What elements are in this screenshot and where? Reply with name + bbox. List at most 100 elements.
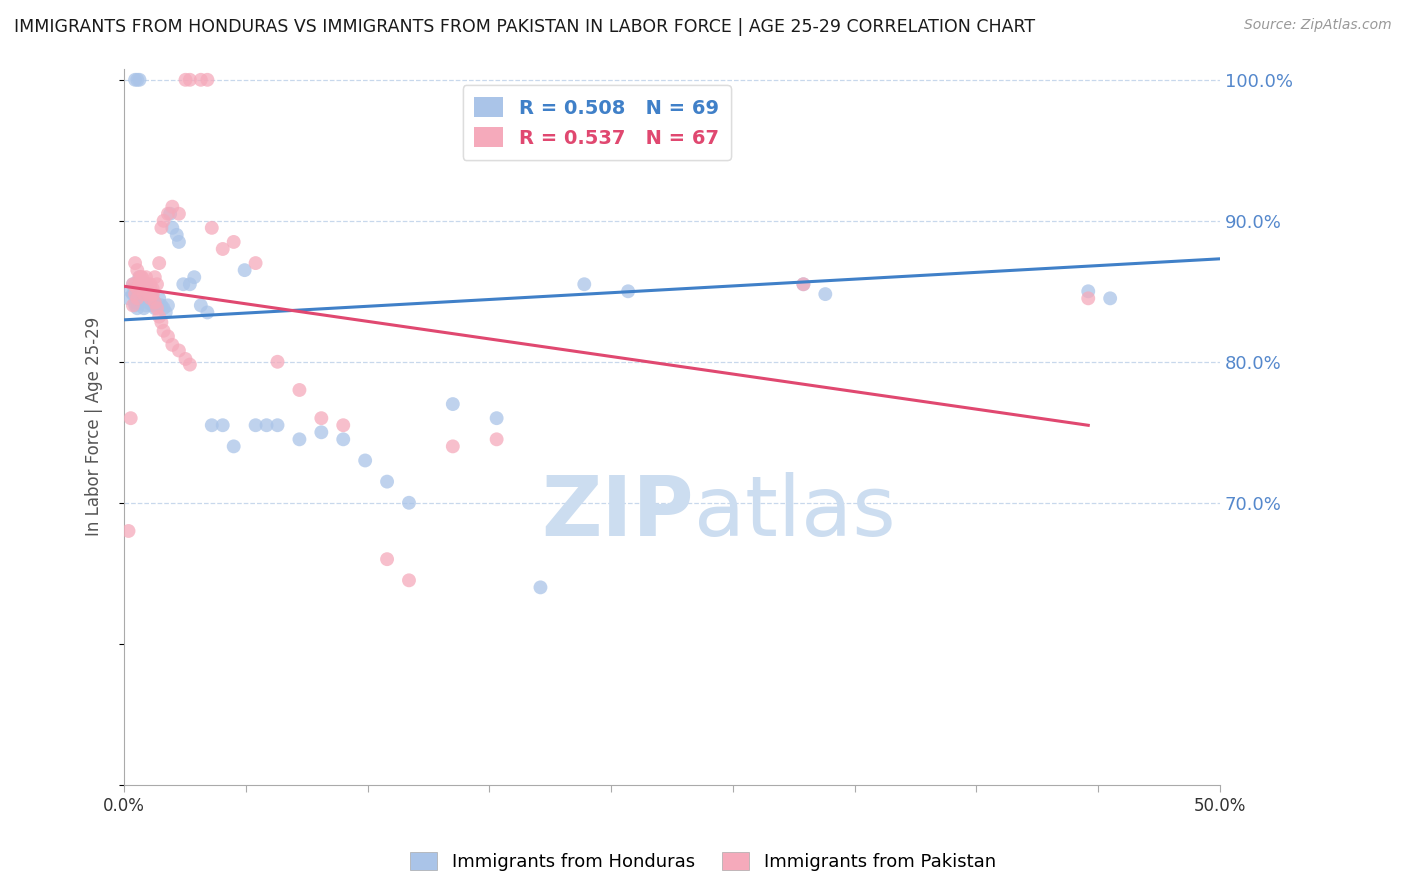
Point [167, 235, 190, 249]
Point [136, 277, 159, 292]
Point [266, 418, 288, 433]
Point [617, 285, 640, 299]
Point [120, 285, 142, 299]
Point [136, 285, 159, 299]
Point [354, 453, 377, 467]
Point [128, 277, 150, 292]
Point [211, 418, 233, 433]
Point [150, 220, 173, 235]
Point [132, 281, 155, 295]
Point [172, 277, 194, 292]
Point [142, 291, 165, 305]
Point [122, 287, 145, 301]
Text: atlas: atlas [693, 472, 896, 553]
Point [135, 277, 157, 292]
Point [135, 270, 157, 285]
Point [792, 277, 814, 292]
Point [1077, 285, 1099, 299]
Point [152, 301, 174, 316]
Point [139, 291, 162, 305]
Point [124, 72, 146, 87]
Point [143, 270, 166, 285]
Point [375, 552, 398, 566]
Point [197, 305, 219, 319]
Point [146, 301, 169, 316]
Point [142, 287, 165, 301]
Point [136, 295, 159, 310]
Point [139, 291, 162, 305]
Point [124, 287, 146, 301]
Point [124, 298, 146, 312]
Point [122, 298, 145, 312]
Point [190, 72, 212, 87]
Point [132, 301, 155, 316]
Point [132, 277, 155, 292]
Point [135, 277, 157, 292]
Point [128, 277, 150, 292]
Point [190, 298, 212, 312]
Point [150, 298, 173, 312]
Point [127, 301, 149, 316]
Point [233, 263, 256, 277]
Point [128, 277, 150, 292]
Point [131, 270, 153, 285]
Point [311, 411, 333, 425]
Point [332, 433, 354, 447]
Point [245, 418, 267, 433]
Point [117, 524, 139, 538]
Point [124, 281, 146, 295]
Point [122, 277, 145, 292]
Point [152, 214, 174, 228]
Point [311, 425, 333, 440]
Point [332, 418, 354, 433]
Point [135, 298, 157, 312]
Point [150, 315, 173, 329]
Text: IMMIGRANTS FROM HONDURAS VS IMMIGRANTS FROM PAKISTAN IN LABOR FORCE | AGE 25-29 : IMMIGRANTS FROM HONDURAS VS IMMIGRANTS F… [14, 18, 1035, 36]
Point [124, 256, 146, 270]
Point [131, 291, 153, 305]
Point [266, 355, 288, 369]
Point [256, 418, 278, 433]
Point [375, 475, 398, 489]
Point [183, 270, 205, 285]
Point [127, 72, 149, 87]
Point [127, 263, 149, 277]
Point [139, 281, 162, 295]
Point [211, 242, 233, 256]
Point [162, 200, 184, 214]
Point [201, 418, 224, 433]
Point [135, 277, 157, 292]
Point [398, 574, 420, 588]
Point [135, 287, 157, 301]
Point [174, 351, 197, 366]
Point [128, 270, 150, 285]
Point [792, 277, 814, 292]
Y-axis label: In Labor Force | Age 25-29: In Labor Force | Age 25-29 [86, 317, 103, 536]
Point [143, 295, 166, 310]
Point [136, 287, 159, 301]
Point [159, 207, 181, 221]
Point [1099, 291, 1122, 305]
Point [124, 295, 146, 310]
Point [1077, 291, 1099, 305]
Point [120, 411, 142, 425]
Point [529, 580, 551, 594]
Point [139, 287, 162, 301]
Point [245, 256, 267, 270]
Point [398, 496, 420, 510]
Point [127, 291, 149, 305]
Point [148, 291, 170, 305]
Point [132, 287, 155, 301]
Point [222, 235, 245, 249]
Point [441, 439, 464, 453]
Point [146, 277, 169, 292]
Point [128, 270, 150, 285]
Point [124, 277, 146, 292]
Point [148, 310, 170, 324]
Point [131, 277, 153, 292]
Point [179, 277, 201, 292]
Point [131, 270, 153, 285]
Point [155, 305, 177, 319]
Point [179, 358, 201, 372]
Point [485, 433, 508, 447]
